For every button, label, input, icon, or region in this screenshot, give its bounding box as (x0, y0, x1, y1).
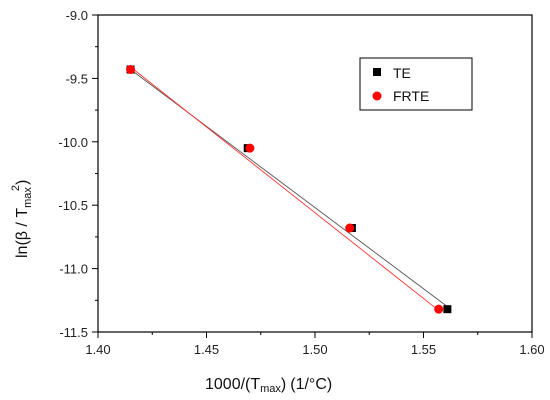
y-axis-title-main: ln(β / T (14, 208, 31, 258)
point-frte (245, 143, 255, 153)
x-axis: 1.40 1.45 1.50 1.55 1.60 (85, 332, 545, 357)
y-axis: -9.0 -9.5 -10.0 -10.5 -11.0 -11.5 (58, 8, 98, 340)
y-axis-title-sup: 2 (10, 185, 22, 191)
y-tick-label: -10.0 (58, 135, 88, 150)
y-tick-label: -11.0 (59, 262, 88, 277)
y-tick-label: -11.5 (59, 325, 88, 340)
x-tick-label: 1.45 (194, 342, 219, 357)
x-tick-label: 1.60 (519, 342, 544, 357)
x-axis-title-sub: max (260, 383, 281, 395)
x-axis-title-unit: (1/°C) (290, 376, 332, 393)
x-axis-title-close: ) (281, 376, 286, 393)
y-axis-title-sub: max (22, 187, 34, 208)
fit-lines (130, 66, 448, 311)
legend-label-te: TE (393, 65, 411, 81)
x-tick-label: 1.40 (85, 342, 110, 357)
y-tick-label: -9.0 (66, 8, 88, 23)
legend-label-frte: FRTE (393, 88, 429, 104)
y-axis-title: ln(β / Tmax2) (10, 180, 34, 258)
legend-marker-frte (372, 91, 382, 101)
x-tick-label: 1.55 (411, 342, 436, 357)
legend-box (359, 57, 473, 111)
x-axis-title: 1000/(Tmax) (1/°C) (205, 376, 332, 395)
point-te (443, 305, 452, 314)
y-axis-title-close: ) (14, 180, 31, 185)
x-axis-title-main: 1000/(T (205, 376, 260, 393)
x-tick-label: 1.50 (302, 342, 327, 357)
y-tick-label: -9.5 (66, 71, 88, 86)
point-frte (345, 223, 355, 233)
y-tick-label: -10.5 (58, 198, 88, 213)
fit-line-frte (130, 66, 439, 311)
legend: TE FRTE (359, 57, 473, 111)
data-points (126, 65, 452, 314)
legend-marker-te (373, 68, 381, 76)
point-frte (434, 304, 444, 314)
point-frte (126, 65, 136, 75)
